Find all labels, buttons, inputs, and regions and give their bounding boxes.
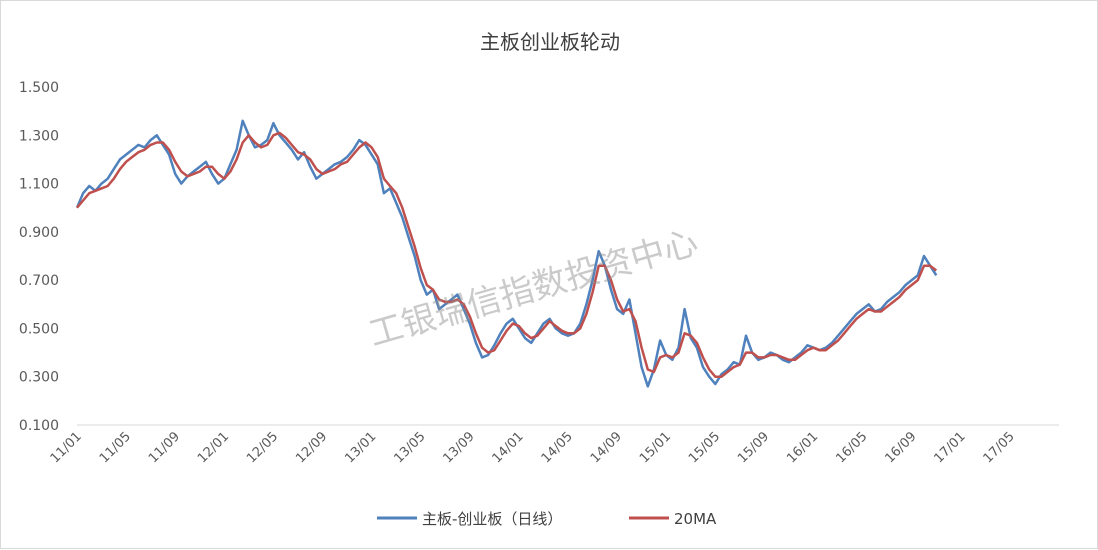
legend: 主板-创业板（日线） 20MA [377,510,717,528]
x-tick-label: 14/05 [539,429,576,466]
x-tick-label: 17/05 [981,429,1018,466]
x-axis: 11/01 11/05 11/09 12/01 12/05 12/09 13/01 13/05… [48,424,1059,466]
x-tick-label: 15/05 [686,429,723,466]
y-tick-label: 0.900 [19,225,59,241]
y-axis: 1.500 1.300 1.100 0.900 0.700 0.500 0.300 0.100 [19,80,59,434]
x-tick-label: 12/09 [293,429,330,466]
x-tick-label: 11/05 [97,429,134,466]
y-tick-label: 0.300 [19,370,59,386]
legend-item: 20MA [629,510,717,528]
x-tick-label: 13/05 [391,429,428,466]
x-tick-label: 12/05 [244,429,281,466]
series-layer [75,119,938,388]
x-tick-label: 14/09 [588,429,625,466]
legend-label: 主板-创业板（日线） [422,510,562,528]
y-tick-label: 1.100 [19,177,59,193]
chart-title: 主板创业板轮动 [480,30,620,54]
x-tick-label: 13/01 [342,429,379,466]
x-tick-label: 16/09 [882,429,919,466]
y-tick-label: 1.500 [19,80,59,96]
x-tick-label: 12/01 [195,429,232,466]
x-tick-label: 17/01 [932,429,969,466]
y-tick-label: 0.500 [19,321,59,337]
watermark: 工银瑞信指数投资中心 [364,222,702,354]
x-tick-label: 11/09 [146,429,183,466]
x-tick-label: 16/01 [784,429,821,466]
y-tick-label: 1.300 [19,128,59,144]
series-line-20ma [76,131,938,378]
x-tick-label: 15/01 [637,429,674,466]
series-line-daily [75,119,938,388]
x-tick-label: 14/01 [490,429,527,466]
x-tick-label: 16/05 [833,429,870,466]
y-tick-label: 0.700 [19,273,59,289]
y-tick-label: 0.100 [19,418,59,434]
legend-label: 20MA [674,510,717,528]
legend-item: 主板-创业板（日线） [377,510,562,528]
x-tick-label: 11/01 [48,429,85,466]
x-tick-label: 13/09 [441,429,478,466]
x-tick-label: 15/09 [735,429,772,466]
